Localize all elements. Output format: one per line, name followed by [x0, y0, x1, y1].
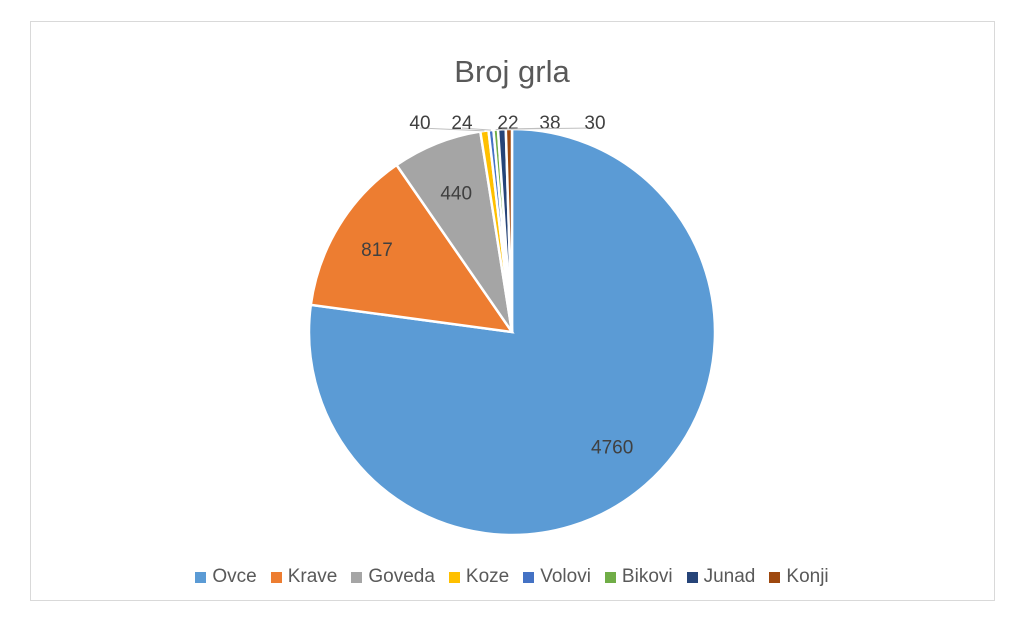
leader-line-konji	[508, 127, 596, 130]
pie-slice-krave	[309, 163, 515, 334]
data-label-ovce: 4760	[591, 438, 633, 459]
legend-label: Junad	[703, 566, 756, 587]
legend-swatch	[604, 571, 616, 583]
legend-swatch	[195, 571, 207, 583]
legend-label: Ovce	[212, 566, 257, 587]
legend-item-koze: Koze	[448, 566, 510, 588]
legend-item-goveda: Goveda	[351, 566, 435, 588]
leader-line-koze	[419, 127, 485, 132]
legend-item-volovi: Volovi	[523, 566, 591, 588]
legend-swatch	[351, 571, 363, 583]
legend: Ovce Krave Goveda Koze Volovi Bikovi Junad Konj…	[0, 566, 1024, 588]
data-label-goveda: 440	[440, 184, 472, 205]
legend-item-bikovi: Bikovi	[604, 566, 673, 588]
chart-title: Broj grla	[454, 54, 570, 89]
legend-label: Krave	[287, 566, 338, 587]
leader-line-bikovi	[495, 127, 509, 131]
legend-swatch	[448, 571, 460, 583]
legend-swatch	[270, 571, 282, 583]
leader-line-volovi	[461, 127, 492, 131]
data-label-volovi: 24	[451, 113, 473, 134]
data-label-konji: 30	[584, 113, 605, 134]
data-label-krave: 817	[361, 240, 393, 261]
legend-swatch	[523, 571, 535, 583]
data-label-bikovi: 22	[497, 113, 518, 134]
data-label-junad: 38	[539, 113, 560, 134]
legend-swatch	[686, 571, 698, 583]
legend-swatch	[769, 571, 781, 583]
legend-label: Goveda	[368, 566, 435, 587]
legend-label: Bikovi	[621, 566, 673, 587]
legend-item-konji: Konji	[769, 566, 829, 588]
legend-label: Konji	[786, 566, 829, 587]
legend-item-junad: Junad	[686, 566, 756, 588]
legend-label: Volovi	[540, 566, 591, 587]
legend-item-ovce: Ovce	[195, 566, 257, 588]
legend-label: Koze	[465, 566, 510, 587]
legend-item-krave: Krave	[270, 566, 338, 588]
data-label-koze: 40	[409, 113, 430, 134]
